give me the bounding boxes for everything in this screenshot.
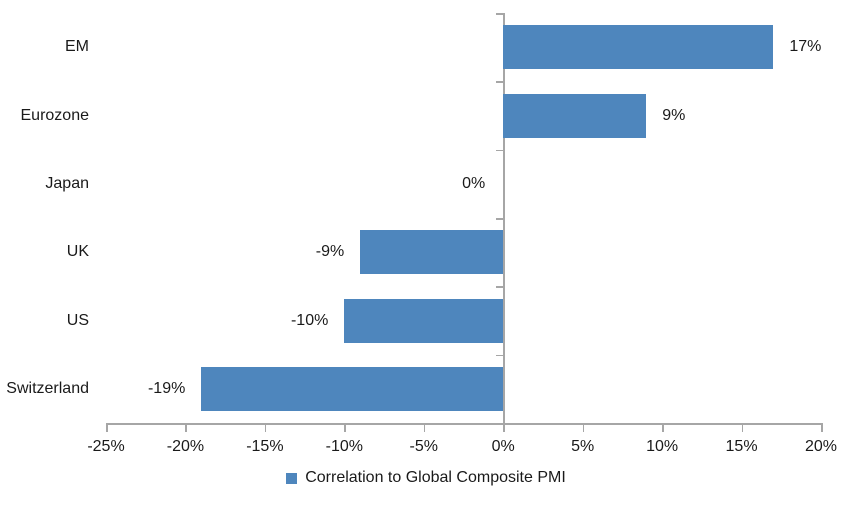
category-label-eurozone: Eurozone — [20, 106, 90, 124]
x-tick-label-10-: 10% — [646, 438, 679, 455]
x-tick--25- — [106, 423, 108, 432]
value-label-em: 17% — [789, 38, 822, 56]
bar-uk — [360, 230, 504, 275]
x-tick--20- — [185, 423, 187, 432]
x-tick-label--10-: -10% — [325, 438, 363, 455]
x-tick--5- — [423, 423, 426, 432]
y-axis-tick — [496, 81, 505, 83]
category-label-us: US — [66, 311, 89, 329]
x-tick-label-20-: 20% — [804, 438, 838, 455]
category-label-switzerland: Switzerland — [6, 379, 89, 397]
category-label-em: EM — [65, 38, 89, 56]
y-axis-tick — [496, 218, 505, 220]
value-label-eurozone: 9% — [662, 106, 686, 124]
x-tick-0- — [503, 423, 505, 432]
legend-swatch-icon — [286, 472, 298, 484]
category-label-japan: Japan — [45, 174, 89, 192]
legend: Correlation to Global Composite PMI — [0, 468, 852, 488]
bar-em — [503, 25, 774, 70]
value-label-switzerland: -19% — [147, 379, 186, 397]
y-axis-tick — [496, 354, 505, 357]
x-tick-label-15-: 15% — [725, 438, 758, 455]
category-label-uk: UK — [66, 243, 89, 261]
x-tick--10- — [344, 423, 346, 432]
bar-switzerland — [201, 366, 504, 411]
x-tick-label-5-: 5% — [571, 438, 595, 455]
y-axis-tick — [496, 423, 505, 425]
x-axis-line — [106, 423, 823, 425]
x-tick-label--20-: -20% — [166, 438, 205, 455]
legend-label: Correlation to Global Composite PMI — [305, 469, 566, 486]
x-tick-label--15-: -15% — [246, 438, 284, 455]
x-tick-10- — [662, 423, 664, 432]
y-axis-tick — [496, 13, 505, 15]
x-tick-label--25-: -25% — [87, 438, 125, 455]
x-tick--15- — [264, 423, 267, 432]
x-tick-label-0-: 0% — [491, 438, 515, 455]
x-tick-15- — [741, 423, 744, 432]
value-label-japan: 0% — [462, 174, 486, 192]
value-label-us: -10% — [290, 311, 329, 329]
x-tick-20- — [821, 423, 823, 432]
bar-us — [344, 298, 504, 343]
x-tick-5- — [582, 423, 585, 432]
x-tick-label--5-: -5% — [409, 438, 438, 455]
bar-eurozone — [503, 93, 647, 138]
value-label-uk: -9% — [315, 243, 345, 261]
y-axis-tick — [496, 286, 505, 288]
y-axis-tick — [496, 149, 505, 152]
